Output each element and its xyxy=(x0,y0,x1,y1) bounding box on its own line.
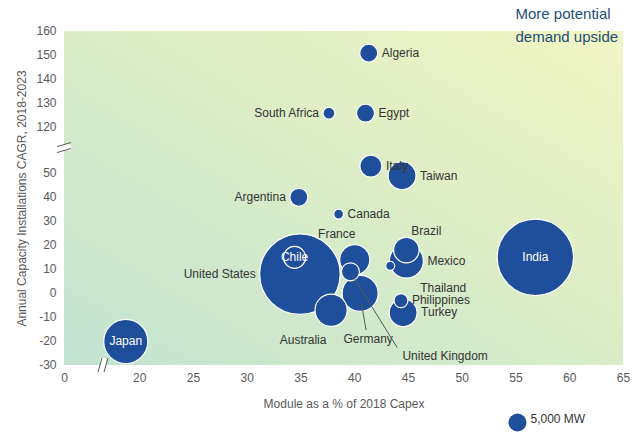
svg-text:150: 150 xyxy=(36,48,56,62)
svg-text:-10: -10 xyxy=(39,310,57,324)
svg-text:55: 55 xyxy=(509,371,523,385)
svg-text:Chile: Chile xyxy=(281,250,309,264)
svg-text:130: 130 xyxy=(36,96,56,110)
svg-text:Philippines: Philippines xyxy=(411,293,470,308)
svg-text:Algeria: Algeria xyxy=(382,46,420,60)
svg-text:65: 65 xyxy=(617,371,631,385)
svg-text:Egypt: Egypt xyxy=(379,106,410,120)
svg-text:0: 0 xyxy=(50,286,57,300)
svg-text:20: 20 xyxy=(43,238,57,252)
svg-text:35: 35 xyxy=(294,371,308,385)
svg-text:Taiwan: Taiwan xyxy=(420,169,457,183)
svg-text:Italy: Italy xyxy=(386,159,408,173)
svg-text:0: 0 xyxy=(61,371,68,385)
svg-text:30: 30 xyxy=(241,371,255,385)
svg-text:50: 50 xyxy=(43,166,57,180)
svg-text:United States: United States xyxy=(184,267,256,281)
svg-text:Canada: Canada xyxy=(348,207,390,221)
svg-text:Turkey: Turkey xyxy=(421,305,457,319)
svg-text:Brazil: Brazil xyxy=(411,224,441,238)
svg-text:160: 160 xyxy=(36,24,56,38)
svg-text:10: 10 xyxy=(43,262,57,276)
svg-text:France: France xyxy=(318,227,356,241)
svg-text:40: 40 xyxy=(43,190,57,204)
svg-text:More potentialdemand upside: More potentialdemand upside xyxy=(516,5,619,45)
svg-text:Thailand: Thailand xyxy=(420,280,467,295)
svg-text:Module as a % of 2018 Capex: Module as a % of 2018 Capex xyxy=(264,397,425,411)
svg-text:Germany: Germany xyxy=(343,332,392,346)
svg-text:Japan: Japan xyxy=(109,334,142,348)
svg-text:25: 25 xyxy=(187,371,201,385)
svg-text:60: 60 xyxy=(563,371,577,385)
svg-text:140: 140 xyxy=(36,72,56,86)
svg-text:India: India xyxy=(522,250,548,264)
svg-text:120: 120 xyxy=(36,120,56,134)
svg-text:-30: -30 xyxy=(39,358,57,372)
svg-text:Mexico: Mexico xyxy=(427,254,465,268)
svg-text:Australia: Australia xyxy=(280,333,327,347)
svg-text:50: 50 xyxy=(456,371,470,385)
svg-text:40: 40 xyxy=(348,371,362,385)
svg-text:-20: -20 xyxy=(39,334,57,348)
svg-text:30: 30 xyxy=(43,214,57,228)
svg-text:20: 20 xyxy=(133,371,147,385)
svg-text:5,000 MW: 5,000 MW xyxy=(531,412,586,426)
svg-text:Argentina: Argentina xyxy=(234,190,286,204)
svg-text:United Kingdom: United Kingdom xyxy=(402,349,487,363)
svg-text:South Africa: South Africa xyxy=(254,106,319,120)
svg-text:45: 45 xyxy=(402,371,416,385)
svg-text:Annual Capacity Installations: Annual Capacity Installations CAGR, 2018… xyxy=(15,70,29,326)
